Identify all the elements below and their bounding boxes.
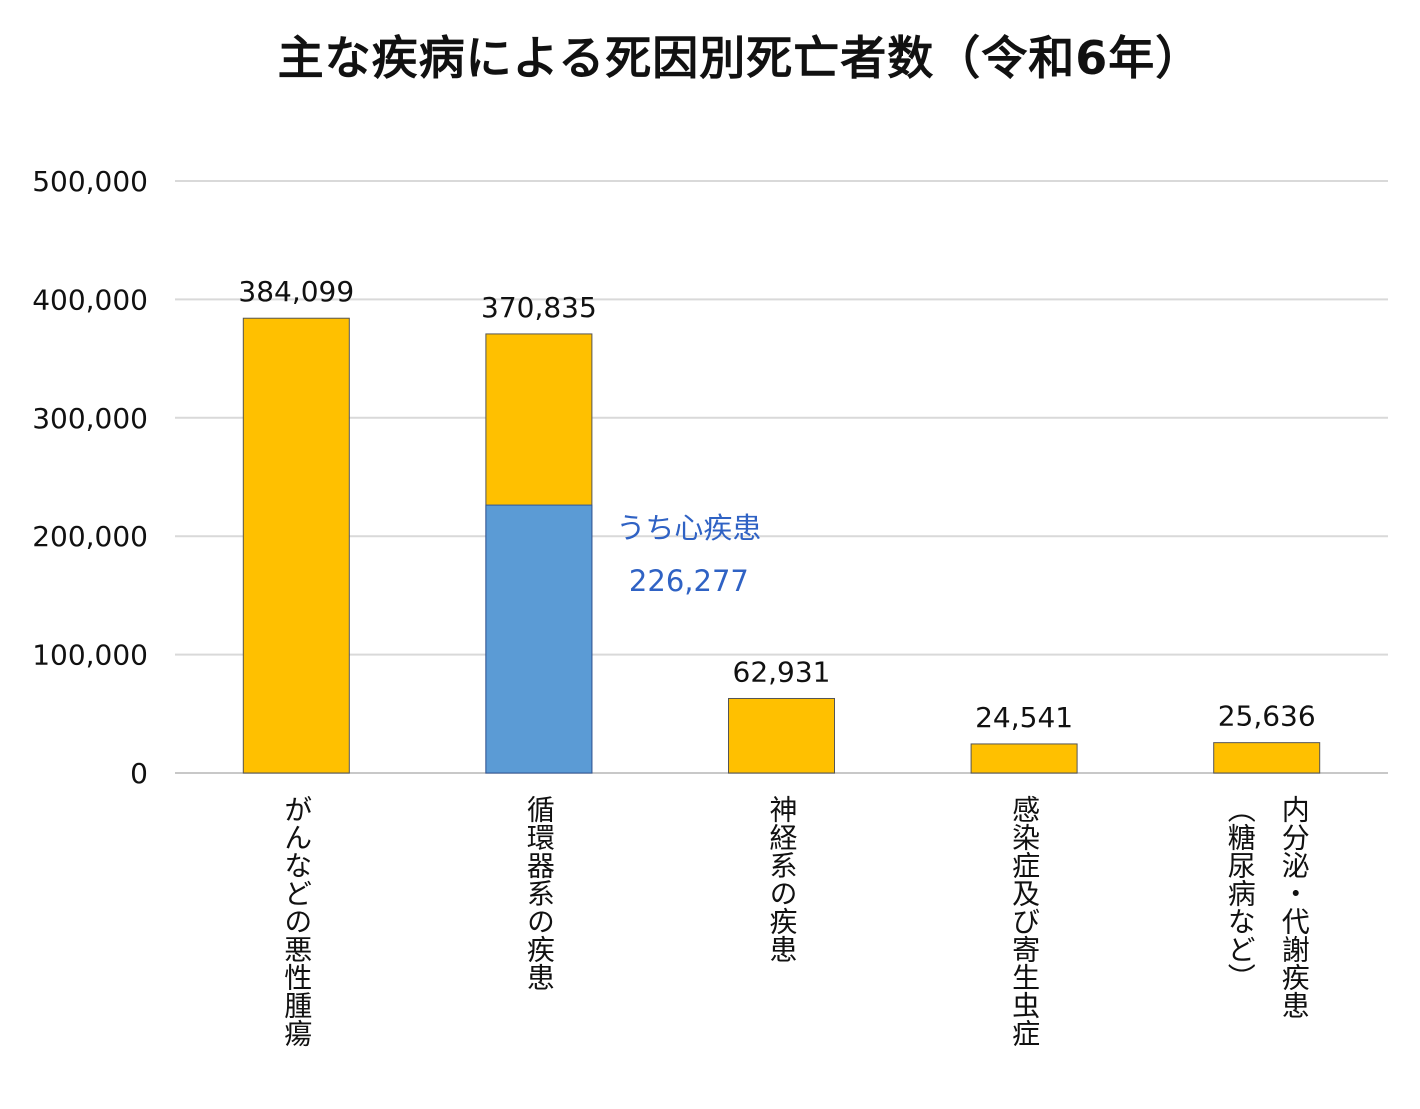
sub-bar-label: うち心疾患 <box>616 511 761 545</box>
chart-title: 主な疾病による死因別死亡者数（令和6年） <box>277 31 1203 85</box>
y-tick-label: 500,000 <box>32 165 148 198</box>
sub-bar-value-label: 226,277 <box>629 564 749 598</box>
data-label: 25,636 <box>1218 700 1316 733</box>
bar <box>242 317 350 774</box>
y-tick-label: 200,000 <box>32 520 148 553</box>
data-label: 384,099 <box>238 275 354 308</box>
x-tick-label: 循環器系の疾患 <box>522 795 556 991</box>
bar <box>1213 742 1321 774</box>
x-tick-label: 内分泌・代謝疾患 （糖尿病など） <box>1223 795 1311 1019</box>
y-tick-label: 400,000 <box>32 283 148 316</box>
data-label: 24,541 <box>975 701 1073 734</box>
y-tick-label: 0 <box>130 757 148 790</box>
data-label: 370,835 <box>481 291 597 324</box>
x-tick-label: 感染症及び寄生虫症 <box>1008 795 1042 1047</box>
data-label: 62,931 <box>733 655 831 688</box>
bar <box>970 743 1078 774</box>
bar <box>728 697 835 774</box>
x-tick-label: がんなどの悪性腫瘍 <box>280 795 314 1047</box>
sub-bar <box>485 504 593 774</box>
y-tick-label: 100,000 <box>32 639 148 672</box>
y-tick-label: 300,000 <box>32 402 148 435</box>
x-tick-label: 神経系の疾患 <box>765 795 799 963</box>
